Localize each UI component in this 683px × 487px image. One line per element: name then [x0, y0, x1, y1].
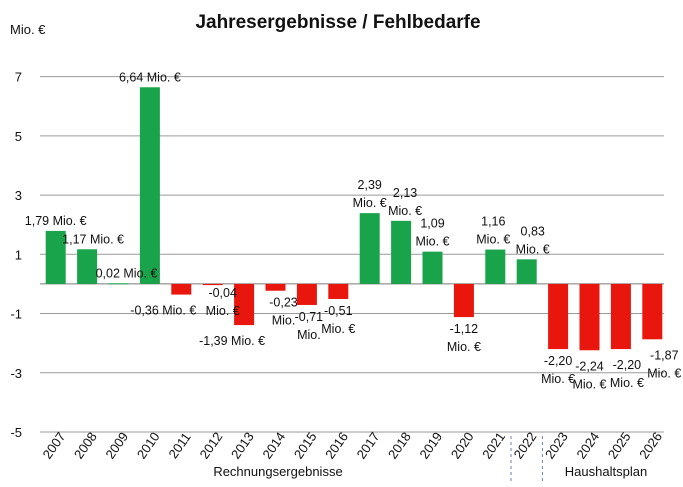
- bar-2024: [579, 283, 600, 351]
- bar-2015: [296, 283, 317, 305]
- x-tick-label: 2025: [605, 429, 634, 461]
- bar-2016: [328, 283, 349, 300]
- bar-2018: [391, 220, 412, 284]
- bar-2021: [485, 249, 506, 284]
- group-labels: Rechnungsergebnisse Haushaltsplan: [213, 464, 647, 479]
- y-tick-label: -3: [10, 366, 22, 381]
- x-tick-label: 2021: [479, 429, 508, 461]
- group-label-haushaltsplan: Haushaltsplan: [565, 464, 647, 479]
- x-tick-label: 2009: [102, 429, 131, 461]
- data-label-2016: -0,51 Mio. €: [321, 304, 355, 336]
- bar-2025: [610, 283, 631, 350]
- data-label-2018: 2,13 Mio. €: [388, 186, 422, 218]
- x-tick-label: 2012: [197, 429, 226, 461]
- chart-title: Jahresergebnisse / Fehlbedarfe: [195, 12, 480, 33]
- data-label-2013: -1,39 Mio. €: [199, 334, 265, 348]
- x-tick-label: 2019: [416, 429, 445, 461]
- y-axis-label: Mio. €: [10, 22, 46, 37]
- data-label-2017: 2,39 Mio. €: [353, 178, 387, 210]
- data-label-2023: -2,20 Mio. €: [541, 354, 575, 386]
- data-labels: 1,79 Mio. € 1,17 Mio. € 0,02 Mio. € 6,64 Mi…: [25, 70, 682, 391]
- bar-2023: [548, 283, 569, 350]
- bar-2019: [422, 251, 443, 284]
- data-label-2026: -1,87 Mio. €: [647, 348, 681, 380]
- x-tick-label: 2024: [573, 429, 602, 461]
- data-label-2015: -0,71 Mio.: [295, 310, 324, 342]
- x-tick-label: 2020: [448, 429, 477, 461]
- y-tick-label: 1: [15, 247, 22, 262]
- data-label-2010: 6,64 Mio. €: [119, 70, 181, 84]
- bar-2011: [171, 283, 192, 295]
- data-label-2025: -2,20 Mio. €: [610, 358, 644, 390]
- bar-2022: [516, 259, 537, 284]
- data-label-2014: -0,23 Mio.: [269, 296, 298, 328]
- bar-2012: [202, 283, 223, 286]
- y-tick-labels: 7 5 3 1 -1 -3 -5: [10, 70, 22, 440]
- y-tick-label: 3: [15, 188, 22, 203]
- data-label-2009: 0,02 Mio. €: [96, 266, 158, 280]
- y-tick-label: 7: [15, 70, 22, 85]
- data-label-2022: 0,83 Mio. €: [516, 224, 550, 256]
- x-tick-labels: 2007 2008 2009 2010 2011 2012 2013 2014 2015 2016…: [40, 429, 665, 461]
- data-label-2008: 1,17 Mio. €: [62, 232, 124, 246]
- data-label-2012: -0,04 Mio. €: [206, 286, 240, 318]
- x-tick-label: 2013: [228, 429, 257, 461]
- x-tick-label: 2011: [165, 430, 193, 462]
- x-tick-label: 2008: [71, 429, 100, 461]
- bar-2013: [234, 283, 255, 326]
- y-tick-label: -5: [10, 425, 22, 440]
- x-tick-label: 2010: [134, 429, 163, 461]
- x-tick-label: 2017: [354, 429, 383, 461]
- data-label-2020: -1,12 Mio. €: [447, 322, 481, 354]
- data-label-2019: 1,09 Mio. €: [415, 217, 449, 249]
- data-label-2011: -0,36 Mio. €: [130, 304, 196, 318]
- x-tick-label: 2023: [542, 429, 571, 461]
- bar-2017: [359, 213, 380, 284]
- bars: [45, 87, 663, 351]
- bar-2020: [453, 283, 474, 318]
- y-tick-label: -1: [10, 307, 22, 322]
- x-tick-label: 2014: [259, 429, 288, 461]
- x-tick-label: 2015: [291, 429, 320, 461]
- x-tick-label: 2018: [385, 429, 414, 461]
- group-label-rechnungsergebnisse: Rechnungsergebnisse: [213, 464, 342, 479]
- bar-2010: [139, 87, 160, 284]
- bar-2007: [45, 230, 66, 284]
- x-tick-label: 2022: [511, 429, 540, 461]
- x-tick-label: 2007: [40, 429, 69, 461]
- bar-2008: [77, 249, 98, 284]
- data-label-2024: -2,24 Mio. €: [572, 359, 606, 391]
- data-label-2021: 1,16 Mio. €: [476, 215, 510, 247]
- bar-2026: [642, 283, 663, 340]
- x-tick-label: 2026: [636, 429, 665, 461]
- x-tick-label: 2016: [322, 429, 351, 461]
- bar-2009: [108, 283, 129, 285]
- bar-2014: [265, 283, 286, 291]
- data-label-2007: 1,79 Mio. €: [25, 214, 87, 228]
- y-tick-label: 5: [15, 129, 22, 144]
